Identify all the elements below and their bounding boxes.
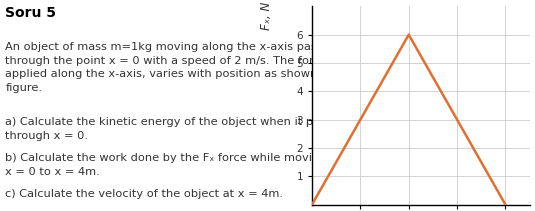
- Text: c) Calculate the velocity of the object at x = 4m.: c) Calculate the velocity of the object …: [5, 189, 284, 199]
- Text: a) Calculate the kinetic energy of the object when it passes
through x = 0.: a) Calculate the kinetic energy of the o…: [5, 117, 345, 141]
- Text: Soru 5: Soru 5: [5, 6, 56, 20]
- Text: b) Calculate the work done by the Fₓ force while moving from
x = 0 to x = 4m.: b) Calculate the work done by the Fₓ for…: [5, 153, 357, 177]
- Y-axis label: Fₓ, N: Fₓ, N: [260, 2, 273, 30]
- Text: An object of mass m=1kg moving along the x-axis passes
through the point x = 0 w: An object of mass m=1kg moving along the…: [5, 42, 354, 93]
